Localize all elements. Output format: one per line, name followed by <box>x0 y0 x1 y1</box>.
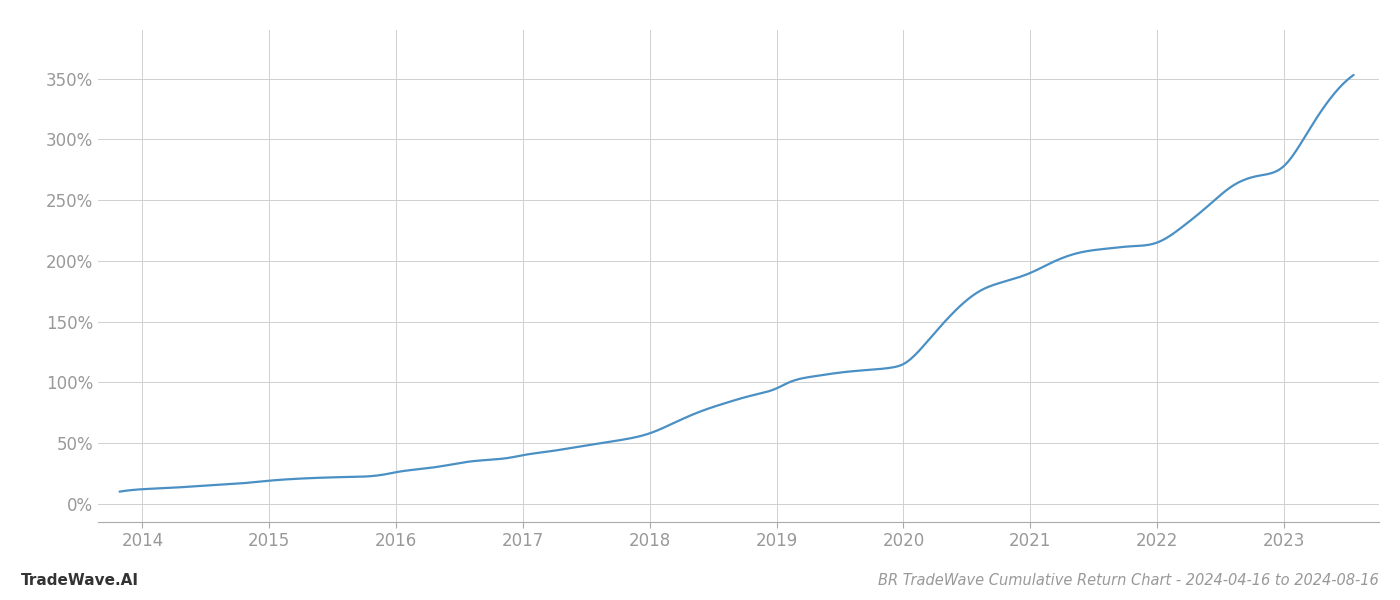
Text: BR TradeWave Cumulative Return Chart - 2024-04-16 to 2024-08-16: BR TradeWave Cumulative Return Chart - 2… <box>878 573 1379 588</box>
Text: TradeWave.AI: TradeWave.AI <box>21 573 139 588</box>
